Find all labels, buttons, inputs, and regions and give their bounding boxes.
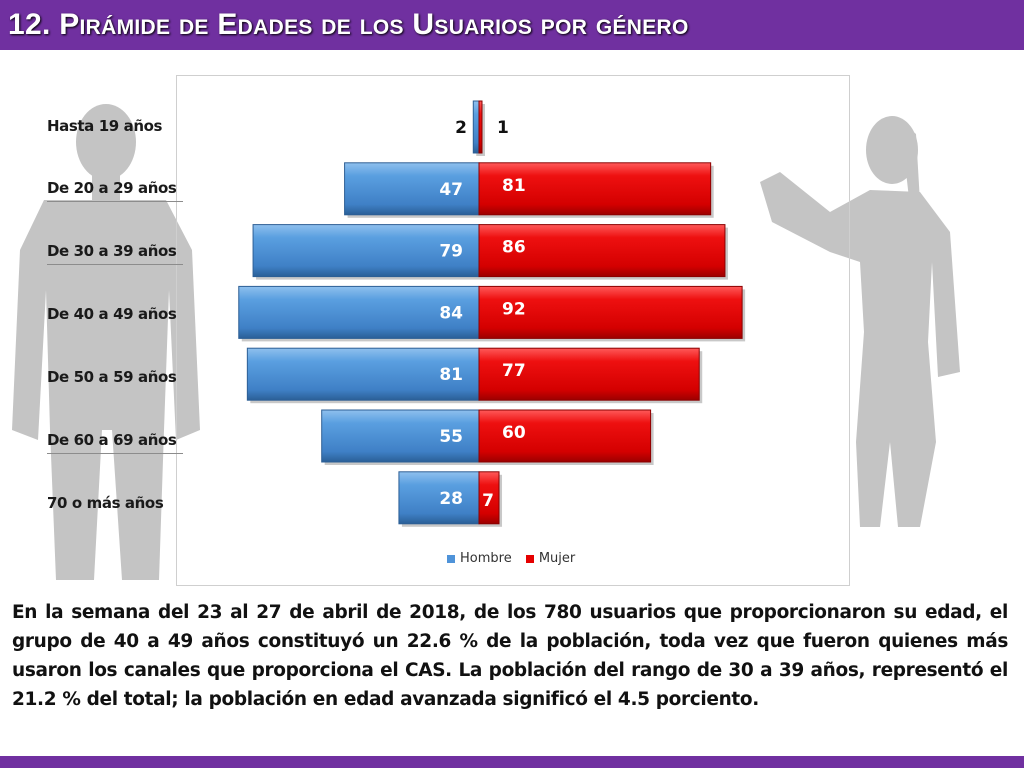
value-label-hombre: 55 — [439, 427, 463, 447]
bar-mujer — [478, 224, 726, 278]
bar-shadow — [482, 104, 485, 156]
category-underline — [47, 453, 183, 454]
value-label-mujer: 92 — [502, 299, 526, 319]
bar-hombre — [472, 100, 480, 154]
bottom-bar — [0, 756, 1024, 768]
man-silhouette-icon — [12, 104, 200, 580]
value-label-mujer: 81 — [502, 176, 526, 196]
bar-mujer — [478, 347, 700, 401]
woman-silhouette-icon — [760, 116, 960, 527]
value-label-hombre: 79 — [439, 242, 463, 262]
legend-item-mujer: Mujer — [525, 551, 576, 566]
value-label-hombre: 84 — [439, 303, 463, 323]
title-bar: 12. Pirámide de Edades de los Usuarios p… — [0, 0, 1024, 50]
value-label-mujer: 1 — [497, 118, 509, 138]
category-label: De 30 a 39 años — [47, 242, 177, 260]
bar-mujer — [478, 100, 483, 154]
bar-mujer — [478, 162, 712, 216]
bar-hombre — [238, 285, 480, 339]
bar-hombre — [246, 347, 480, 401]
category-label: De 40 a 49 años — [47, 305, 177, 323]
bar-mujer — [478, 471, 500, 525]
chart-frame — [176, 75, 850, 586]
bar-mujer — [478, 409, 652, 463]
category-label: 70 o más años — [47, 494, 164, 512]
bar-hombre — [252, 224, 480, 278]
population-pyramid-chart: 2 1 47 81 79 86 84 92 81 77 55 60 28 7 — [238, 100, 746, 527]
category-underline — [47, 201, 183, 202]
value-label-mujer: 7 — [482, 491, 494, 511]
value-label-mujer: 60 — [502, 423, 526, 443]
legend-label: Hombre — [460, 551, 512, 566]
value-label-mujer: 77 — [502, 361, 526, 381]
category-label: Hasta 19 años — [47, 117, 163, 135]
value-label-mujer: 86 — [502, 238, 526, 258]
legend-swatch-hombre — [447, 554, 455, 563]
chart-legend: Hombre Mujer — [447, 551, 585, 566]
value-label-hombre: 47 — [439, 180, 463, 200]
bar-hombre — [344, 162, 480, 216]
page-title: 12. Pirámide de Edades de los Usuarios p… — [8, 8, 689, 41]
value-label-hombre: 28 — [439, 489, 463, 509]
category-label: De 60 a 69 años — [47, 431, 177, 449]
legend-label: Mujer — [538, 551, 576, 566]
summary-paragraph: En la semana del 23 al 27 de abril de 20… — [12, 602, 1008, 710]
value-label-hombre: 2 — [455, 118, 467, 138]
value-label-hombre: 81 — [439, 365, 463, 385]
legend-swatch-mujer — [525, 554, 534, 563]
category-underline — [47, 264, 183, 265]
category-label: De 50 a 59 años — [47, 368, 177, 386]
bar-mujer — [478, 285, 743, 339]
legend-item-hombre: Hombre — [447, 551, 512, 566]
category-label: De 20 a 29 años — [47, 179, 177, 197]
bar-hombre — [321, 409, 480, 463]
